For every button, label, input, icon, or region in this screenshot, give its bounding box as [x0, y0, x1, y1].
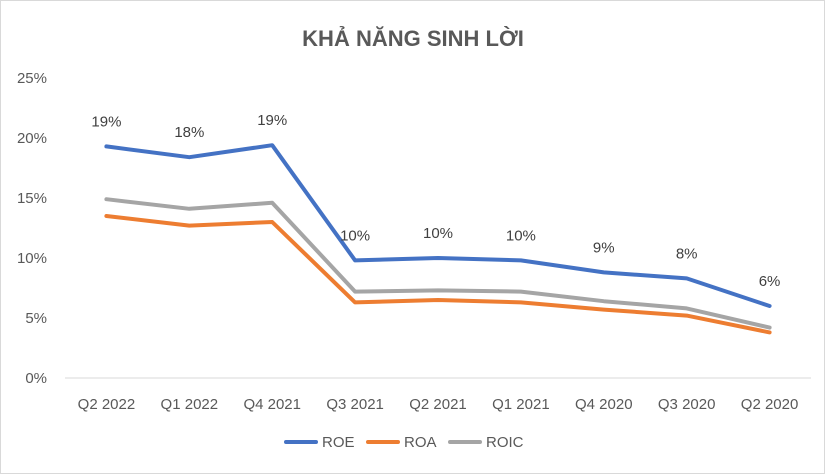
y-tick-label: 10% — [17, 250, 47, 267]
chart-title: KHẢ NĂNG SINH LỜI — [302, 26, 524, 51]
x-tick-label: Q1 2021 — [492, 396, 550, 413]
x-tick-label: Q1 2022 — [161, 396, 219, 413]
roe-data-label: 9% — [593, 239, 615, 256]
x-tick-label: Q3 2021 — [326, 396, 384, 413]
x-axis-ticks: Q2 2022 Q1 2022 Q4 2021 Q3 2021 Q2 2021 Q1 20… — [78, 396, 799, 413]
roe-data-label: 10% — [340, 227, 370, 244]
y-tick-label: 25% — [17, 70, 47, 87]
legend-label-roic: ROIC — [486, 434, 524, 451]
y-axis-ticks: 0% 5% 10% 15% 20% 25% — [17, 70, 47, 387]
roe-data-label: 19% — [91, 113, 121, 130]
y-tick-label: 5% — [25, 310, 47, 327]
series-line-roic — [104, 197, 772, 330]
roe-data-label: 10% — [506, 227, 536, 244]
x-tick-label: Q4 2020 — [575, 396, 633, 413]
roe-data-label: 19% — [257, 112, 287, 129]
series-line-roa — [104, 214, 772, 335]
data-labels: 19% 18% 19% 10% 10% 10% 9% 8% 6% — [91, 112, 780, 290]
x-tick-label: Q4 2021 — [243, 396, 301, 413]
y-tick-label: 20% — [17, 130, 47, 147]
x-tick-label: Q2 2021 — [409, 396, 467, 413]
y-tick-label: 0% — [25, 370, 47, 387]
roe-data-label: 6% — [759, 273, 781, 290]
roe-data-label: 18% — [174, 124, 204, 141]
series-lines — [104, 143, 772, 335]
legend-label-roe: ROE — [322, 434, 355, 451]
roe-data-label: 8% — [676, 245, 698, 262]
x-tick-label: Q2 2022 — [78, 396, 136, 413]
y-tick-label: 15% — [17, 190, 47, 207]
x-tick-label: Q2 2020 — [741, 396, 799, 413]
x-tick-label: Q3 2020 — [658, 396, 716, 413]
series-line-roe — [104, 143, 772, 308]
legend: ROE ROA ROIC — [284, 434, 524, 451]
roe-data-label: 10% — [423, 225, 453, 242]
legend-label-roa: ROA — [404, 434, 437, 451]
